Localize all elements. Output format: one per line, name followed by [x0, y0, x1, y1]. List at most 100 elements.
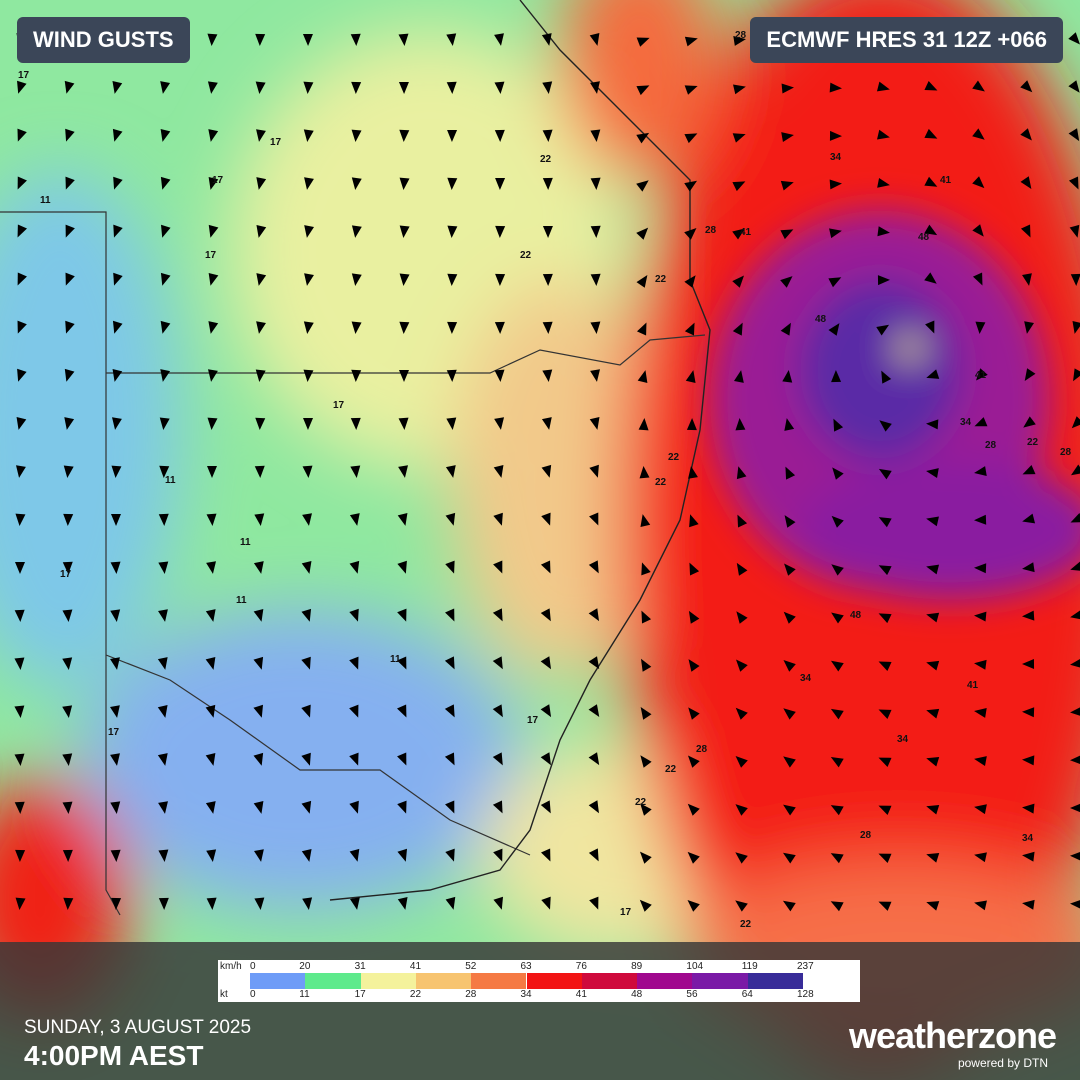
contour-label: 11 [390, 654, 401, 665]
wind-arrow [398, 465, 408, 478]
wind-arrow [397, 848, 408, 862]
wind-arrow [14, 609, 25, 622]
legend-kmh-label: 20 [299, 961, 311, 972]
wind-arrow [445, 512, 456, 526]
wind-arrow [303, 417, 314, 430]
wind-arrow [159, 417, 170, 430]
wind-arrow [830, 660, 844, 672]
wind-arrow [206, 513, 217, 526]
wind-arrow [398, 81, 409, 94]
wind-arrow [732, 181, 746, 192]
wind-arrow [736, 466, 747, 480]
legend-unit: kt [220, 989, 228, 1000]
wind-arrow [783, 804, 796, 816]
wind-arrow [974, 563, 987, 574]
contour-label: 11 [240, 537, 251, 548]
wind-arrow [1022, 562, 1035, 573]
wind-arrow [926, 419, 939, 430]
wind-arrow [254, 849, 264, 862]
wind-arrow [446, 33, 457, 46]
contour-label: 11 [40, 195, 51, 206]
wind-arrow [254, 465, 265, 478]
wind-arrow [684, 227, 697, 240]
wind-arrow [924, 80, 938, 91]
wind-arrow [1070, 464, 1080, 476]
legend-kmh-label: 104 [686, 961, 704, 972]
wind-arrow [687, 755, 700, 768]
wind-arrow [207, 369, 218, 382]
wind-arrow [974, 900, 987, 911]
wind-arrow [110, 849, 121, 862]
wind-arrow [687, 851, 700, 864]
wind-arrow [926, 369, 940, 379]
wind-arrow [398, 33, 409, 46]
wind-arrow [446, 369, 457, 382]
contour-label: 48 [815, 314, 827, 325]
wind-arrow [397, 800, 407, 814]
wind-arrow [589, 464, 599, 478]
wind-arrow [878, 853, 892, 863]
legend-kt-label: 28 [465, 989, 477, 1000]
cyclone-core [710, 210, 1080, 600]
wind-arrow [784, 418, 795, 431]
contour-label: 48 [918, 232, 930, 243]
legend-kt-label: 128 [797, 989, 814, 1000]
contour-label: 28 [705, 225, 717, 236]
wind-arrow [589, 512, 599, 526]
wind-arrow [590, 177, 601, 190]
wind-arrow [1070, 512, 1080, 523]
wind-arrow [65, 128, 75, 142]
wind-arrow [256, 225, 267, 238]
wind-arrow [205, 752, 216, 766]
wind-arrow [1068, 176, 1079, 190]
wind-arrow [736, 562, 748, 576]
wind-arrow [112, 369, 123, 382]
wind-arrow [301, 656, 311, 670]
contour-label: 17 [270, 137, 282, 148]
legend-swatch [747, 973, 803, 989]
wind-arrow [542, 321, 553, 334]
wind-arrow [879, 420, 892, 432]
wind-arrow [254, 513, 265, 526]
wind-arrow [733, 84, 746, 95]
wind-arrow [540, 704, 552, 718]
wind-arrow [972, 128, 985, 140]
wind-arrow [1073, 368, 1080, 382]
wind-arrow [925, 320, 935, 334]
wind-arrow [351, 225, 362, 238]
wind-arrow [684, 133, 698, 144]
wind-arrow [688, 707, 700, 720]
date: SUNDAY, 3 AUGUST 2025 [24, 1017, 252, 1038]
wind-arrow [493, 464, 504, 478]
wind-arrow [208, 224, 219, 238]
wind-arrow [349, 656, 359, 670]
wind-arrow [588, 560, 599, 574]
wind-arrow [976, 368, 988, 381]
wind-arrow [207, 417, 218, 430]
wind-arrow [256, 177, 267, 190]
wind-arrow [444, 752, 455, 766]
wind-arrow [253, 800, 264, 814]
wind-arrow [542, 81, 553, 94]
legend-kt-label: 22 [409, 989, 422, 1000]
wind-arrow [636, 37, 650, 47]
wind-arrow [205, 609, 216, 622]
wind-arrow [1068, 32, 1080, 45]
wind-arrow [62, 849, 73, 862]
wind-arrow [1070, 851, 1080, 862]
wind-arrow [492, 800, 503, 814]
wind-arrow [65, 176, 75, 190]
wind-arrow [255, 369, 266, 382]
wind-arrow [65, 320, 75, 334]
wind-arrow [782, 900, 796, 912]
wind-arrow [785, 466, 796, 480]
wind-arrow [878, 901, 892, 911]
wind-arrow [636, 85, 650, 96]
wind-arrow [781, 132, 794, 142]
wind-arrow [637, 370, 648, 384]
wind-arrow [206, 465, 217, 478]
wind-arrow [590, 81, 600, 94]
wind-arrow [17, 320, 27, 334]
wind-arrow [493, 560, 503, 574]
wind-arrow [494, 321, 505, 334]
